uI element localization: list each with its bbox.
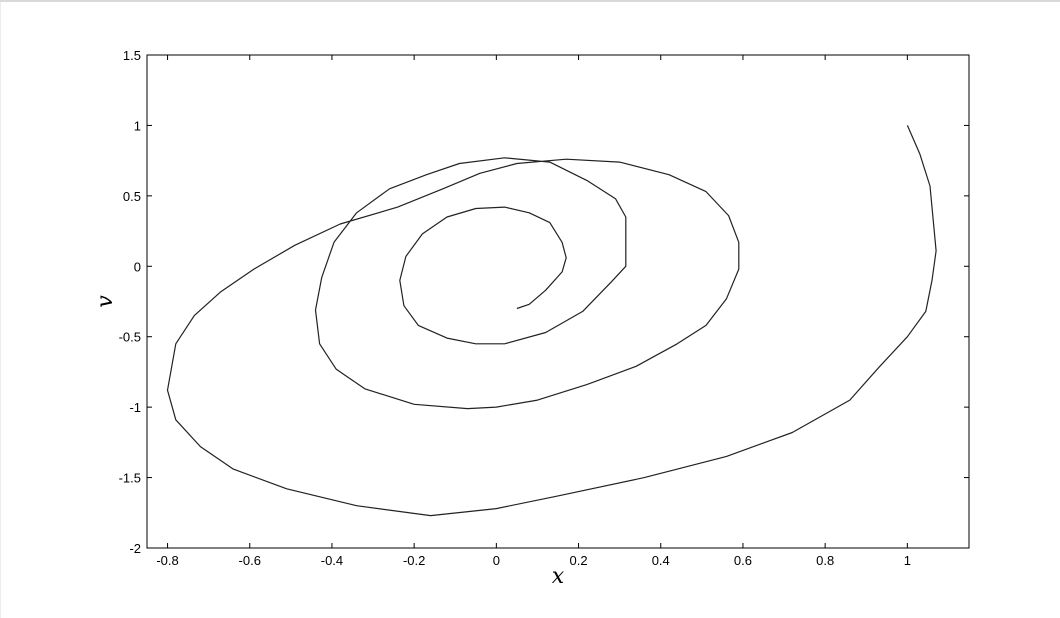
x-tick-label: 0.2 — [570, 553, 588, 568]
x-tick-label: -0.6 — [239, 553, 261, 568]
plot-area — [146, 54, 970, 549]
x-tick-label: -0.4 — [321, 553, 343, 568]
y-tick-label: 0 — [134, 259, 141, 274]
x-tick-label: -0.2 — [403, 553, 425, 568]
y-axis-label: v — [93, 295, 118, 308]
x-tick-label: 0.4 — [652, 553, 670, 568]
trajectory-line — [166, 125, 937, 517]
y-tick-label: -1.5 — [119, 471, 141, 486]
y-tick-label: -2 — [129, 541, 141, 556]
x-tick-label: 0 — [493, 553, 500, 568]
axis-ticks — [147, 54, 969, 549]
x-tick-label: 0.6 — [734, 553, 752, 568]
y-tick-label: -1 — [129, 400, 141, 415]
x-tick-label: 0.8 — [816, 553, 834, 568]
top-rule — [0, 0, 1060, 2]
x-axis-label: x — [552, 564, 565, 589]
y-tick-label: 1 — [134, 118, 141, 133]
y-tick-label: 0.5 — [123, 189, 141, 204]
y-tick-label: -0.5 — [119, 330, 141, 345]
y-tick-label: 1.5 — [123, 48, 141, 63]
axis-tick-labels: -0.8 -0.6 -0.4 -0.2 0 0.2 0.4 0.6 0.8 1 -2 -1.5 -1 -0… — [119, 48, 911, 568]
left-rule — [0, 2, 1, 618]
x-tick-label: -0.8 — [156, 553, 178, 568]
x-tick-label: 1 — [904, 553, 911, 568]
